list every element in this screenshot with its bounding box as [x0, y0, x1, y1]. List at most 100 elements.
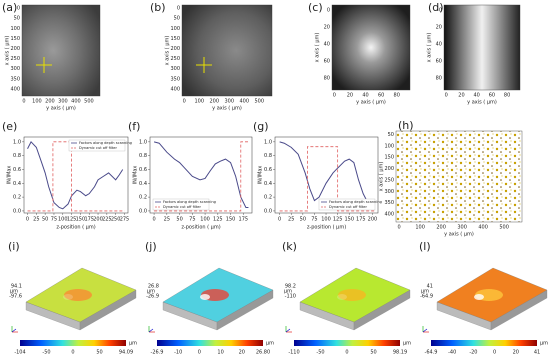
- axis-triad: [11, 328, 17, 333]
- x-tick-label: 300: [58, 99, 68, 105]
- y-tick-label: 0.6: [13, 167, 21, 173]
- plot-frame: [149, 136, 253, 214]
- series-line: [279, 141, 373, 206]
- y-tick-label: 250: [10, 56, 20, 62]
- series-line: [279, 146, 375, 212]
- colorbar-tick-label: 20: [513, 350, 519, 356]
- legend: [68, 139, 126, 152]
- plot-frame: [274, 136, 379, 214]
- z-unit: μm: [284, 289, 292, 295]
- y-tick-label: 50: [388, 132, 394, 138]
- y-tick-label: 1.0: [264, 139, 272, 145]
- panel-label: (j): [145, 240, 157, 253]
- colorbar-tick-label: 50: [96, 350, 102, 356]
- x-tick-label: 200: [209, 99, 219, 105]
- x-tick-label: 275: [120, 217, 130, 223]
- x-tick-label: 250: [111, 217, 121, 223]
- x-tick-label: 150: [226, 217, 236, 223]
- image: [331, 4, 411, 91]
- z-unit: μm: [10, 289, 18, 295]
- x-tick-label: 125: [67, 217, 77, 223]
- y-tick-label: 100: [384, 143, 394, 149]
- y-tick-label: 50: [174, 16, 180, 22]
- y-tick-label: 250: [384, 177, 394, 183]
- x-tick-label: 50: [42, 217, 48, 223]
- panel-label: (k): [282, 240, 297, 253]
- y-tick-label: 40: [324, 42, 330, 48]
- y-axis-title: x axis ( μm): [379, 162, 385, 192]
- y-tick-label: 0.0: [13, 208, 21, 214]
- x-tick-label: 125: [213, 217, 223, 223]
- y-tick-label: 350: [10, 76, 20, 82]
- y-tick-label: 80: [436, 76, 442, 82]
- colorbar: [294, 340, 400, 346]
- y-tick-label: 80: [324, 76, 330, 82]
- y-tick-label: 60: [324, 59, 330, 65]
- x-tick-label: 50: [176, 217, 182, 223]
- y-tick-label: 400: [170, 86, 180, 92]
- y-axis-title: x axis ( μm): [427, 33, 433, 63]
- x-axis-title: y axis ( μm): [46, 106, 76, 112]
- colorbar: [20, 340, 126, 346]
- colorbar-tick-label: 0: [198, 350, 201, 356]
- y-tick-label: 200: [384, 166, 394, 172]
- y-tick-label: 300: [10, 66, 20, 72]
- x-tick-label: 75: [51, 217, 57, 223]
- y-tick-label: 0.4: [139, 181, 147, 187]
- legend: [318, 198, 376, 211]
- y-tick-label: 0: [177, 6, 180, 12]
- x-tick-label: 175: [239, 217, 249, 223]
- y-tick-label: 150: [384, 155, 394, 161]
- y-tick-label: 0: [17, 6, 20, 12]
- colorbar-tick-label: -10: [174, 350, 182, 356]
- x-axis-title: y axis ( μm): [356, 100, 386, 106]
- colorbar-tick-label: -50: [316, 350, 324, 356]
- legend-label: Dynamic cut off filter: [329, 205, 367, 209]
- x-tick-label: 150: [344, 217, 354, 223]
- surface-feature: [200, 294, 210, 300]
- panel-label: (g): [253, 120, 269, 133]
- image: [21, 4, 101, 97]
- y-axis-title: x axis ( μm): [165, 36, 171, 66]
- colorbar-tick-label: 94.09: [119, 350, 133, 356]
- legend-label: Factors along depth scanning: [163, 200, 216, 204]
- y-tick-label: 1.0: [139, 139, 147, 145]
- x-tick-label: 25: [164, 217, 170, 223]
- axis-triad: [148, 328, 154, 333]
- colorbar-tick-label: 0: [493, 350, 496, 356]
- legend-label: Factors along depth scanning: [329, 200, 382, 204]
- surface-feature: [63, 294, 73, 300]
- y-tick-label: 150: [10, 36, 20, 42]
- y-tick-label: 60: [436, 59, 442, 65]
- x-tick-label: 50: [300, 217, 306, 223]
- series-line: [153, 141, 249, 208]
- y-tick-label: 20: [324, 25, 330, 31]
- image: [181, 4, 273, 97]
- x-tick-label: 0: [445, 93, 448, 99]
- plot-frame: [23, 136, 129, 214]
- colorbar-tick-label: 0: [71, 350, 74, 356]
- x-tick-label: 500: [499, 225, 509, 231]
- y-tick-label: 0.8: [264, 153, 272, 159]
- colorbar: [157, 340, 263, 346]
- y-tick-label: 200: [170, 46, 180, 52]
- colorbar-tick-label: -64.9: [425, 350, 438, 356]
- z-bottom-label: -26.9: [146, 294, 159, 300]
- surface-feature: [474, 294, 484, 300]
- y-tick-label: 0: [327, 8, 330, 14]
- series-line: [154, 141, 249, 212]
- x-tick-label: 60: [489, 93, 495, 99]
- z-top-label: 26.8: [148, 284, 159, 290]
- x-tick-label: 100: [200, 217, 210, 223]
- x-tick-label: 500: [84, 99, 94, 105]
- x-tick-label: 80: [394, 93, 400, 99]
- y-tick-label: 0.4: [264, 181, 272, 187]
- z-unit: μm: [147, 289, 155, 295]
- x-tick-label: 0: [398, 225, 401, 231]
- z-top-label: 98.2: [285, 284, 296, 290]
- surface-feature: [338, 289, 366, 301]
- z-top-label: 94.1: [11, 284, 22, 290]
- y-tick-label: 0.8: [139, 153, 147, 159]
- x-tick-label: 400: [239, 99, 249, 105]
- x-tick-label: 25: [288, 217, 294, 223]
